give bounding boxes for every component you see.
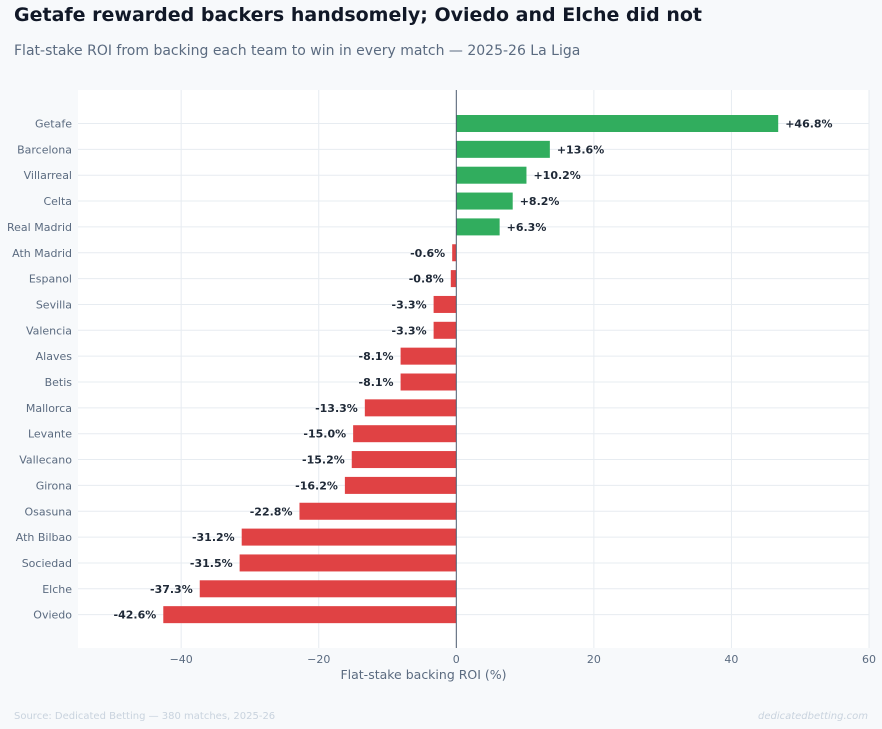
data-label: -3.3% — [392, 324, 427, 337]
category-label: Osasuna — [24, 505, 72, 518]
category-label: Valencia — [26, 324, 72, 337]
data-label: -0.8% — [409, 273, 444, 286]
category-label: Espanol — [29, 273, 72, 286]
x-tick-label: 40 — [724, 653, 738, 666]
data-label: +46.8% — [785, 118, 832, 131]
data-label: -3.3% — [392, 298, 427, 311]
chart-title: Getafe rewarded backers handsomely; Ovie… — [14, 4, 703, 26]
category-label: Levante — [28, 428, 72, 441]
category-label: Villarreal — [24, 169, 72, 182]
bar-mallorca — [364, 399, 457, 417]
category-label: Ath Bilbao — [16, 531, 72, 544]
bar-alaves — [400, 347, 457, 365]
category-label: Ath Madrid — [12, 247, 72, 260]
category-label: Celta — [43, 195, 72, 208]
category-label: Barcelona — [17, 143, 72, 156]
chart-subtitle: Flat-stake ROI from backing each team to… — [14, 43, 581, 59]
data-label: +6.3% — [507, 221, 547, 234]
bar-oviedo — [163, 606, 457, 624]
category-label: Oviedo — [33, 609, 72, 622]
bar-ath-bilbao — [241, 528, 457, 546]
bar-elche — [199, 580, 457, 598]
data-label: +8.2% — [520, 195, 560, 208]
x-tick-label: 60 — [862, 653, 876, 666]
data-label: -22.8% — [250, 505, 293, 518]
data-label: -8.1% — [359, 350, 394, 363]
data-label: -37.3% — [150, 583, 193, 596]
bar-levante — [353, 425, 457, 443]
bar-celta — [456, 192, 513, 210]
category-label: Elche — [42, 583, 72, 596]
bar-sociedad — [239, 554, 457, 572]
data-label: -15.0% — [303, 428, 346, 441]
bar-villarreal — [456, 166, 527, 184]
bar-getafe — [456, 115, 779, 132]
category-label: Real Madrid — [7, 221, 72, 234]
data-label: -8.1% — [359, 376, 394, 389]
bar-real-madrid — [456, 218, 500, 236]
bar-betis — [400, 373, 457, 391]
bar-barcelona — [456, 140, 550, 158]
category-label: Getafe — [35, 118, 72, 131]
data-label: -16.2% — [295, 479, 338, 492]
x-tick-label: 20 — [587, 653, 601, 666]
bar-ath-madrid — [452, 244, 457, 262]
x-tick-label: −20 — [307, 653, 330, 666]
source-note: Source: Dedicated Betting — 380 matches,… — [14, 711, 276, 722]
x-axis-title: Flat-stake backing ROI (%) — [340, 667, 506, 682]
data-label: -42.6% — [114, 609, 157, 622]
data-label: -13.3% — [315, 402, 358, 415]
watermark: dedicatedbetting.com — [757, 711, 868, 722]
bar-osasuna — [299, 502, 457, 520]
data-label: -0.6% — [410, 247, 445, 260]
category-label: Betis — [45, 376, 73, 389]
data-label: -15.2% — [302, 454, 345, 467]
category-label: Alaves — [36, 350, 73, 363]
x-tick-label: 0 — [453, 653, 460, 666]
data-label: +13.6% — [557, 143, 604, 156]
bar-sevilla — [433, 295, 457, 313]
data-label: -31.2% — [192, 531, 235, 544]
data-label: +10.2% — [533, 169, 580, 182]
bar-vallecano — [351, 451, 457, 469]
bar-espanol — [450, 270, 457, 288]
category-label: Vallecano — [19, 454, 72, 467]
category-label: Girona — [36, 479, 72, 492]
category-label: Sociedad — [22, 557, 72, 570]
bar-valencia — [433, 321, 457, 339]
category-label: Mallorca — [26, 402, 72, 415]
bar-girona — [344, 476, 457, 494]
data-label: -31.5% — [190, 557, 233, 570]
category-label: Sevilla — [36, 298, 72, 311]
x-tick-label: −40 — [170, 653, 193, 666]
